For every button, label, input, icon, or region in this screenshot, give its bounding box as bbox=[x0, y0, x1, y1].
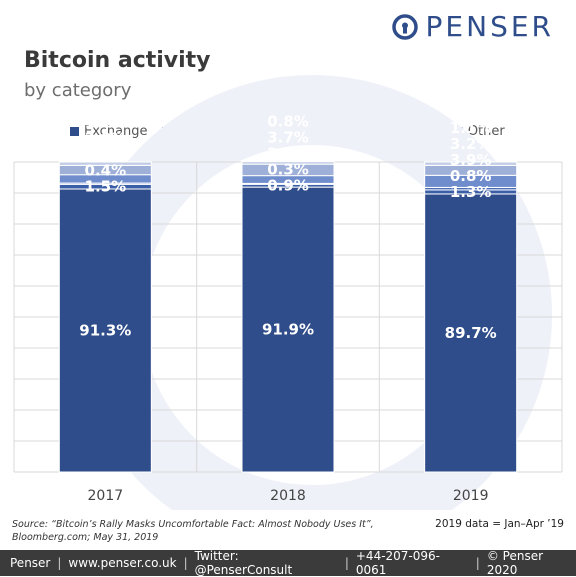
data-label: 91.9% bbox=[262, 321, 314, 339]
footer-separator: | bbox=[344, 556, 349, 570]
legend-item-exchange: Exchange bbox=[70, 124, 148, 139]
footer-separator: | bbox=[475, 556, 480, 570]
source-note: Source: “Bitcoin’s Rally Masks Uncomfort… bbox=[12, 519, 374, 543]
data-label: 2.5% bbox=[267, 145, 309, 163]
data-label: 1.1% bbox=[450, 119, 492, 137]
data-label: 2.7% bbox=[85, 146, 127, 164]
data-period-note: 2019 data = Jan–Apr ’19 bbox=[435, 518, 564, 530]
bar-segment-other-2017 bbox=[58, 161, 152, 166]
data-label: 0.8% bbox=[267, 113, 309, 131]
stacked-bar-chart: 91.3%1.5%0.4%2.7%3.0%1.1%201791.9%0.9%0.… bbox=[13, 75, 563, 510]
legend-label: Other bbox=[467, 124, 505, 139]
footer-separator: | bbox=[57, 556, 62, 570]
category-label: 2019 bbox=[453, 488, 489, 504]
data-label: 1.3% bbox=[450, 183, 492, 201]
footer-copyright: © Penser 2020 bbox=[486, 549, 544, 577]
footer-company: Penser bbox=[10, 556, 51, 570]
data-label: 3.7% bbox=[267, 129, 309, 147]
footer-phone: +44-207-096-0061 bbox=[355, 549, 440, 577]
data-label: 0.9% bbox=[267, 177, 309, 195]
footer-separator: | bbox=[183, 556, 188, 570]
footer-twitter[interactable]: Twitter: @PenserConsult bbox=[194, 549, 293, 577]
data-label: 89.7% bbox=[445, 324, 497, 342]
brand-name: PENSER bbox=[425, 10, 554, 43]
bar-segment-other-2018 bbox=[241, 161, 335, 165]
chart-title: Bitcoin activity bbox=[24, 48, 211, 73]
legend-label: Exchange bbox=[84, 124, 148, 139]
data-label: 1.1% bbox=[85, 114, 127, 132]
bar-segment-exchange-2019 bbox=[424, 193, 518, 473]
penser-logo-icon bbox=[391, 13, 418, 40]
category-label: 2017 bbox=[88, 488, 124, 504]
data-label: 1.5% bbox=[85, 178, 127, 196]
bar-segment-exchange-2018 bbox=[241, 186, 335, 473]
legend-swatch bbox=[70, 127, 79, 136]
footer-website[interactable]: www.penser.co.uk bbox=[68, 556, 177, 570]
data-label: 3.2% bbox=[450, 135, 492, 153]
chart-subtitle: by category bbox=[24, 80, 132, 101]
data-label: 0.3% bbox=[267, 161, 309, 179]
data-label: 0.8% bbox=[450, 167, 492, 185]
data-label: 3.9% bbox=[450, 151, 492, 169]
data-label: 91.3% bbox=[79, 321, 131, 339]
data-label: 3.0% bbox=[85, 130, 127, 148]
category-label: 2018 bbox=[270, 488, 306, 504]
bar-segment-exchange-2017 bbox=[58, 188, 152, 473]
footer-bar: Penser | www.penser.co.uk | Twitter: @Pe… bbox=[0, 549, 576, 577]
bar-segment-other-2019 bbox=[424, 161, 518, 166]
brand-logo: PENSER bbox=[391, 10, 554, 43]
data-label: 0.4% bbox=[85, 162, 127, 180]
